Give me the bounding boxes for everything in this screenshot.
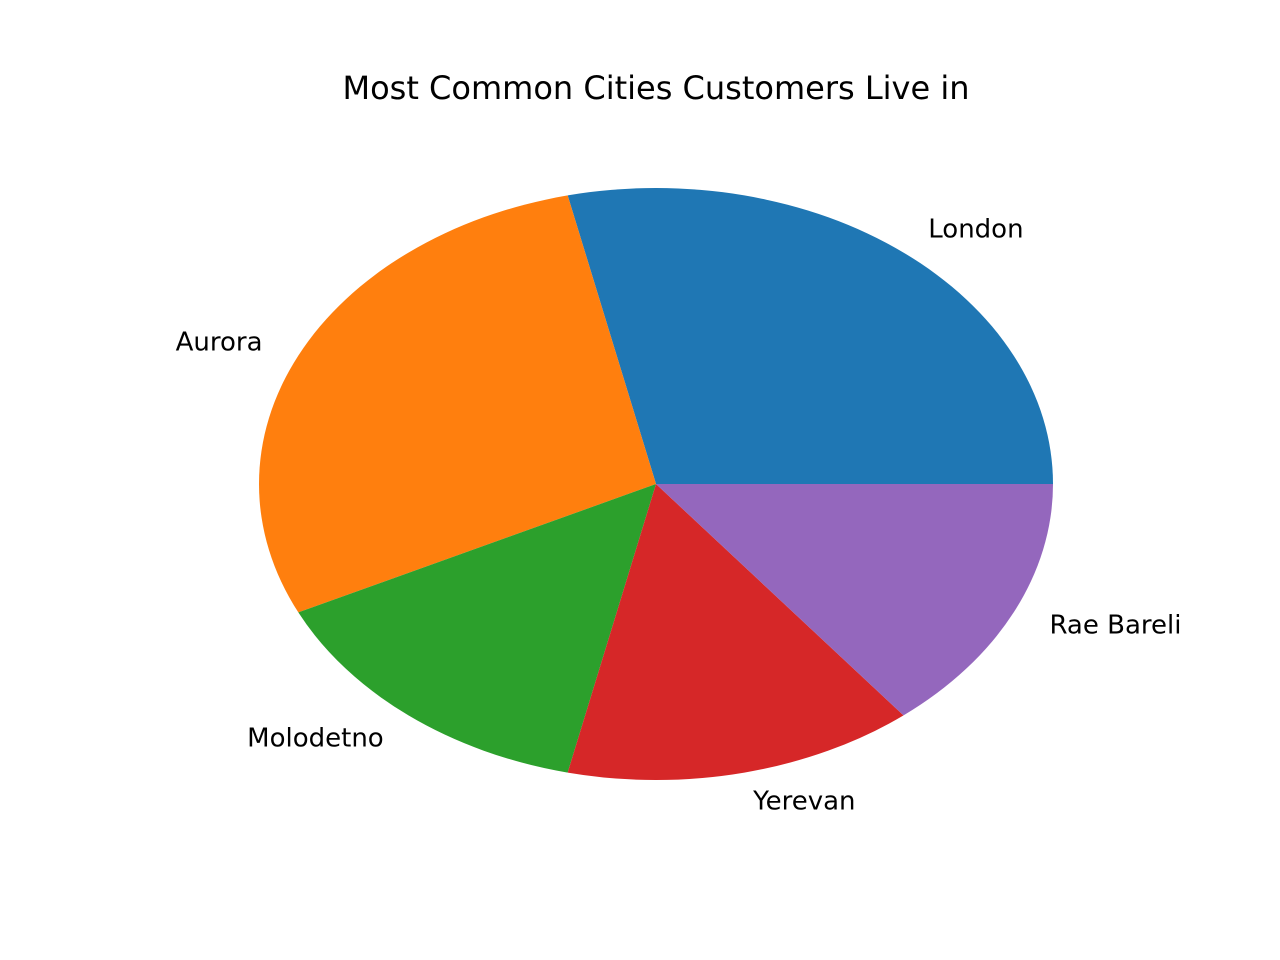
chart-title: Most Common Cities Customers Live in — [342, 69, 969, 107]
pie-slice-london — [567, 187, 1053, 484]
pie-label-rae-bareli: Rae Bareli — [1049, 610, 1181, 640]
pie-labels: London Aurora Molodetno Yerevan Rae Bareli — [176, 214, 1182, 816]
pie-slices — [259, 187, 1053, 781]
pie-slice-aurora — [259, 195, 656, 613]
pie-label-yerevan: Yerevan — [752, 786, 855, 816]
pie-label-molodetno: Molodetno — [247, 724, 384, 754]
pie-label-london: London — [928, 214, 1023, 244]
pie-label-aurora: Aurora — [176, 328, 263, 358]
pie-slice-molodetno — [298, 484, 656, 773]
pie-slice-yerevan — [567, 484, 904, 781]
pie-slice-rae-bareli — [656, 484, 1053, 716]
